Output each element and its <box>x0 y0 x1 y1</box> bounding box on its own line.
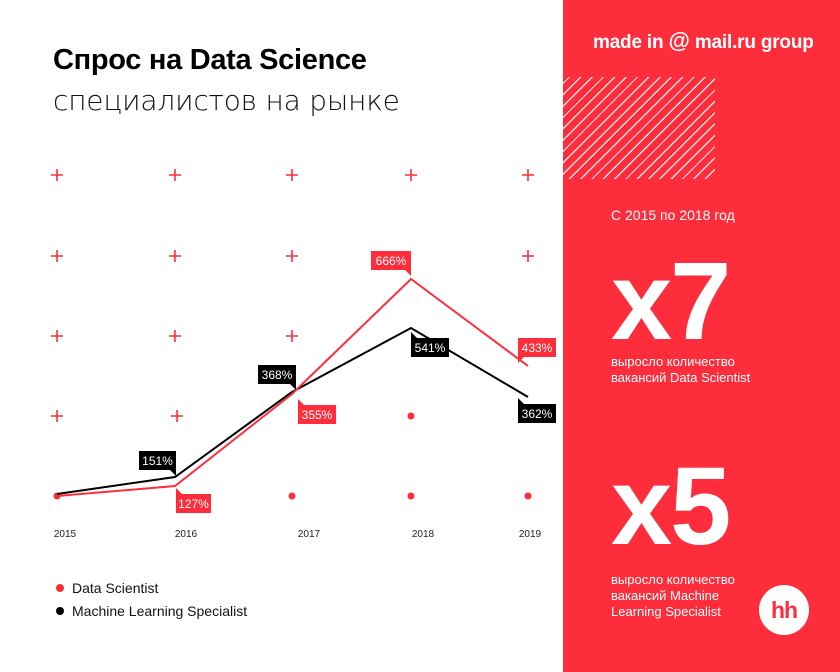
x-tick-2015: 2015 <box>53 529 77 540</box>
label-ds-2019: 433% <box>518 338 556 363</box>
legend-item-machine-learning: Machine Learning Specialist <box>40 603 247 619</box>
period-text: С 2015 по 2018 год <box>611 207 735 223</box>
hh-logo-icon: hh <box>759 585 809 635</box>
stat-desc-line: выросло количество <box>611 572 735 587</box>
x-tick-2016: 2016 <box>174 529 198 540</box>
svg-text:433%: 433% <box>522 341 553 355</box>
legend-label: Machine Learning Specialist <box>72 603 248 619</box>
series-line-machine-learning <box>56 326 529 495</box>
stat-value-x5: x5 <box>611 445 731 568</box>
brand-name: mail.ru group <box>694 32 814 53</box>
hatch-pattern <box>563 77 715 179</box>
svg-text:368%: 368% <box>262 368 293 382</box>
stat-desc-2: выросло количество вакансий Machine Lear… <box>611 572 735 620</box>
stats-sidebar: made in @ mail.ru group С 2015 по 2018 г… <box>563 0 840 672</box>
grid-markers <box>51 169 534 422</box>
page-subtitle: специалистов на рынке <box>53 84 400 117</box>
x-tick-2017: 2017 <box>297 529 321 540</box>
legend-item-data-scientist: Data Scientist <box>40 580 158 596</box>
brand-prefix: made in <box>593 32 664 53</box>
legend-label: Data Scientist <box>72 580 159 596</box>
stat-desc-line: выросло количество <box>611 354 735 369</box>
page-title: Спрос на Data Science <box>53 44 367 76</box>
at-icon: @ <box>668 28 690 53</box>
svg-text:666%: 666% <box>376 254 407 268</box>
x-tick-2018: 2018 <box>411 529 435 540</box>
svg-text:362%: 362% <box>522 407 553 421</box>
legend-dot-red <box>56 584 64 592</box>
grid-dots <box>53 412 532 500</box>
x-tick-2019: 2019 <box>518 529 542 540</box>
svg-text:127%: 127% <box>178 497 209 511</box>
legend-dot-black <box>56 607 64 615</box>
svg-text:151%: 151% <box>142 454 173 468</box>
label-ml-2018: 541% <box>411 332 449 357</box>
label-ml-2016: 151% <box>139 451 176 476</box>
chart-panel: Спрос на Data Science специалистов на ры… <box>40 44 556 619</box>
label-ml-2019: 362% <box>518 398 556 423</box>
label-ds-2018: 666% <box>371 251 411 276</box>
line-chart: 151% 368% 541% 362% 127% 355% <box>51 169 556 513</box>
stat-value-x7: x7 <box>611 240 731 363</box>
brand-logo: made in @ mail.ru group <box>593 28 814 54</box>
stat-desc-line: вакансий Machine <box>611 588 720 603</box>
svg-text:355%: 355% <box>302 408 333 422</box>
label-ds-2017: 355% <box>298 399 336 424</box>
series-line-data-scientist <box>56 277 529 497</box>
svg-text:541%: 541% <box>415 341 446 355</box>
label-ds-2016: 127% <box>176 488 211 513</box>
stat-desc-1: выросло количество вакансий Data Scienti… <box>611 354 750 386</box>
stat-desc-line: вакансий Data Scientist <box>611 370 751 385</box>
label-ml-2017: 368% <box>258 365 296 390</box>
stat-desc-line: Learning Specialist <box>611 604 721 619</box>
